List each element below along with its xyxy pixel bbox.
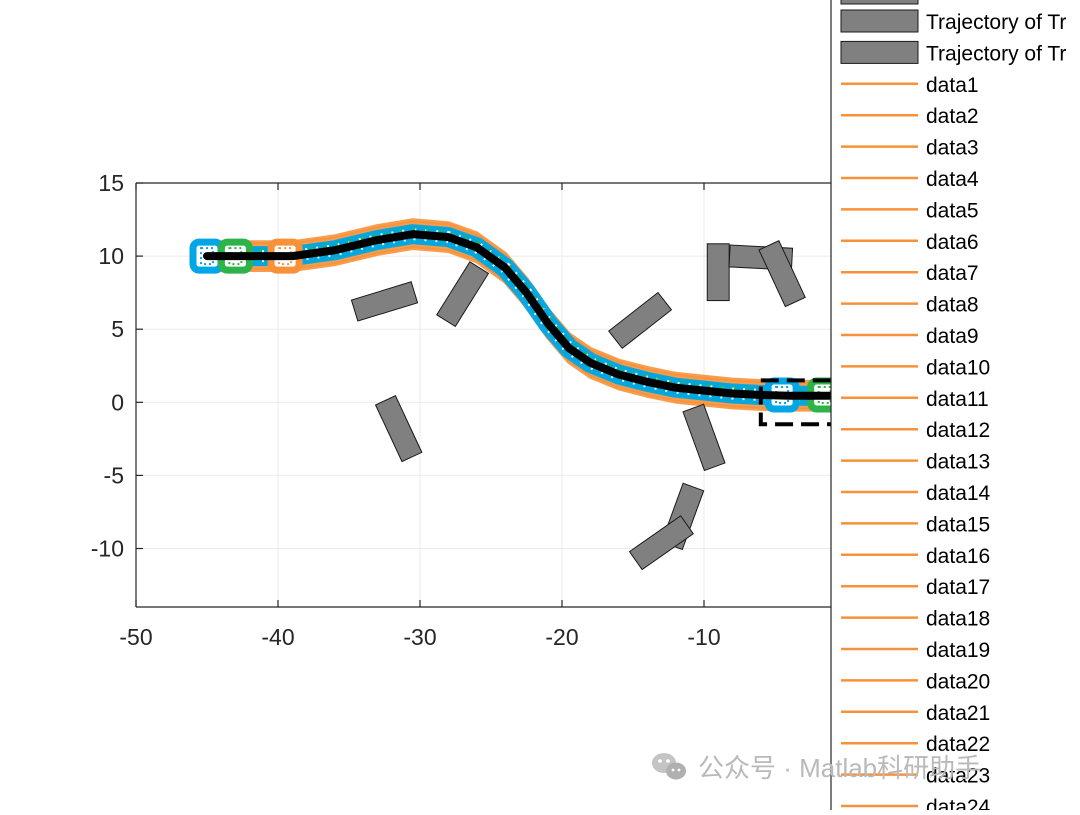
legend-entry-label: data24 (926, 796, 991, 810)
wechat-icon (652, 753, 686, 780)
legend-entry-label: data4 (926, 168, 979, 191)
goal-region (758, 378, 831, 427)
legend-entry-label: Trajectory of Tr (926, 42, 1066, 65)
data-series (189, 218, 831, 571)
x-tick-label: -40 (261, 624, 294, 650)
legend-entry-label: data6 (926, 231, 979, 254)
legend-entry-label: data20 (926, 670, 990, 693)
legend-entry-label: data21 (926, 702, 990, 725)
legend-entry-label: data18 (926, 608, 990, 631)
legend-entry-label: data1 (926, 74, 979, 97)
legend-entry-label: data13 (926, 451, 990, 474)
legend-entry-label: data17 (926, 576, 990, 599)
obstacle (758, 240, 806, 308)
y-tick-label: 15 (98, 170, 124, 196)
obstacle (436, 261, 490, 328)
legend-entry-label: data12 (926, 419, 990, 442)
legend-entry-label: data14 (926, 482, 991, 505)
obstacle (350, 281, 419, 322)
x-tick-label: -10 (687, 624, 720, 650)
y-tick-label: 10 (98, 243, 124, 269)
x-tick-label: -30 (403, 624, 436, 650)
legend-entry-label: data8 (926, 294, 979, 317)
obstacle (628, 515, 694, 571)
legend-entry-label: data19 (926, 639, 990, 662)
watermark-text: 公众号 · Matlab科研助手 (698, 753, 981, 783)
y-tick-label: 0 (111, 389, 124, 415)
x-tick-label: -20 (545, 624, 578, 650)
y-tick-label: -10 (91, 536, 124, 562)
legend-entry-label: data2 (926, 105, 979, 128)
legend-entry-label: data3 (926, 137, 979, 160)
legend-entry-label: data16 (926, 545, 990, 568)
legend-entry-label: data22 (926, 733, 990, 756)
legend-swatch-patch (840, 40, 919, 64)
legend-entry-label: data7 (926, 262, 979, 285)
legend-entry-label: data15 (926, 513, 990, 536)
legend-entry-label: data11 (926, 388, 989, 411)
reference-path (203, 230, 831, 400)
watermark: 公众号 · Matlab科研助手 (652, 753, 981, 783)
legend-entry-label: data5 (926, 199, 979, 222)
obstacle (608, 291, 673, 350)
obstacle (682, 403, 726, 472)
y-tick-label: 5 (111, 316, 124, 342)
plot-area: -50 -40 -30 -20 -10 15 10 5 0 -5 -10 (91, 170, 831, 650)
x-tick-label: -50 (119, 624, 152, 650)
legend-entry-label: data23 (926, 765, 990, 788)
legend-entry-label: data10 (926, 356, 990, 379)
y-tick-label: -5 (104, 462, 124, 488)
legend-entry-label: Trajectory of Tr (926, 11, 1066, 34)
legend-entry-label: data9 (926, 325, 979, 348)
legend-patch-partial (840, 0, 919, 5)
legend: Trajectory of Tr Trajectory of Tr data1 dat… (830, 0, 1080, 815)
obstacle (706, 243, 730, 302)
obstacle (374, 395, 423, 463)
legend-swatch-patch (840, 9, 919, 33)
